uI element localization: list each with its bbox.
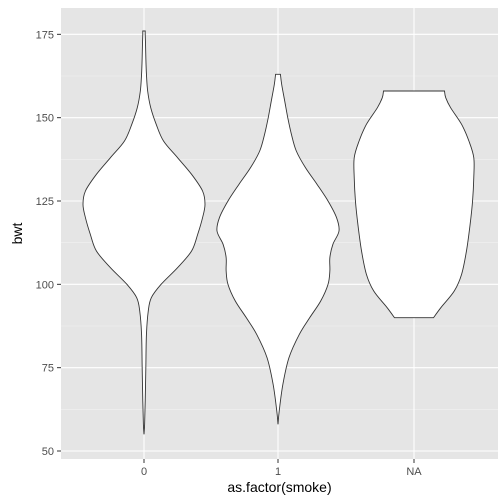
x-tick-label: 0: [141, 466, 147, 478]
y-tick-label: 50: [42, 446, 54, 458]
y-tick-label: 125: [36, 196, 54, 208]
x-axis-title: as.factor(smoke): [227, 479, 331, 495]
y-axis: 50 75 100 125 150 175: [36, 29, 61, 458]
violins: [82, 30, 475, 435]
violin-NA: [353, 90, 475, 319]
x-tick-label: 1: [275, 466, 281, 478]
y-axis-title: bwt: [9, 223, 25, 245]
y-tick-label: 75: [42, 363, 54, 375]
y-tick-label: 175: [36, 29, 54, 41]
x-axis: 0 1 NA: [141, 459, 422, 478]
y-tick-label: 150: [36, 113, 54, 125]
y-tick-label: 100: [36, 279, 54, 291]
violin-1: [216, 73, 340, 425]
x-tick-label: NA: [406, 466, 422, 478]
violin-0: [82, 30, 206, 435]
